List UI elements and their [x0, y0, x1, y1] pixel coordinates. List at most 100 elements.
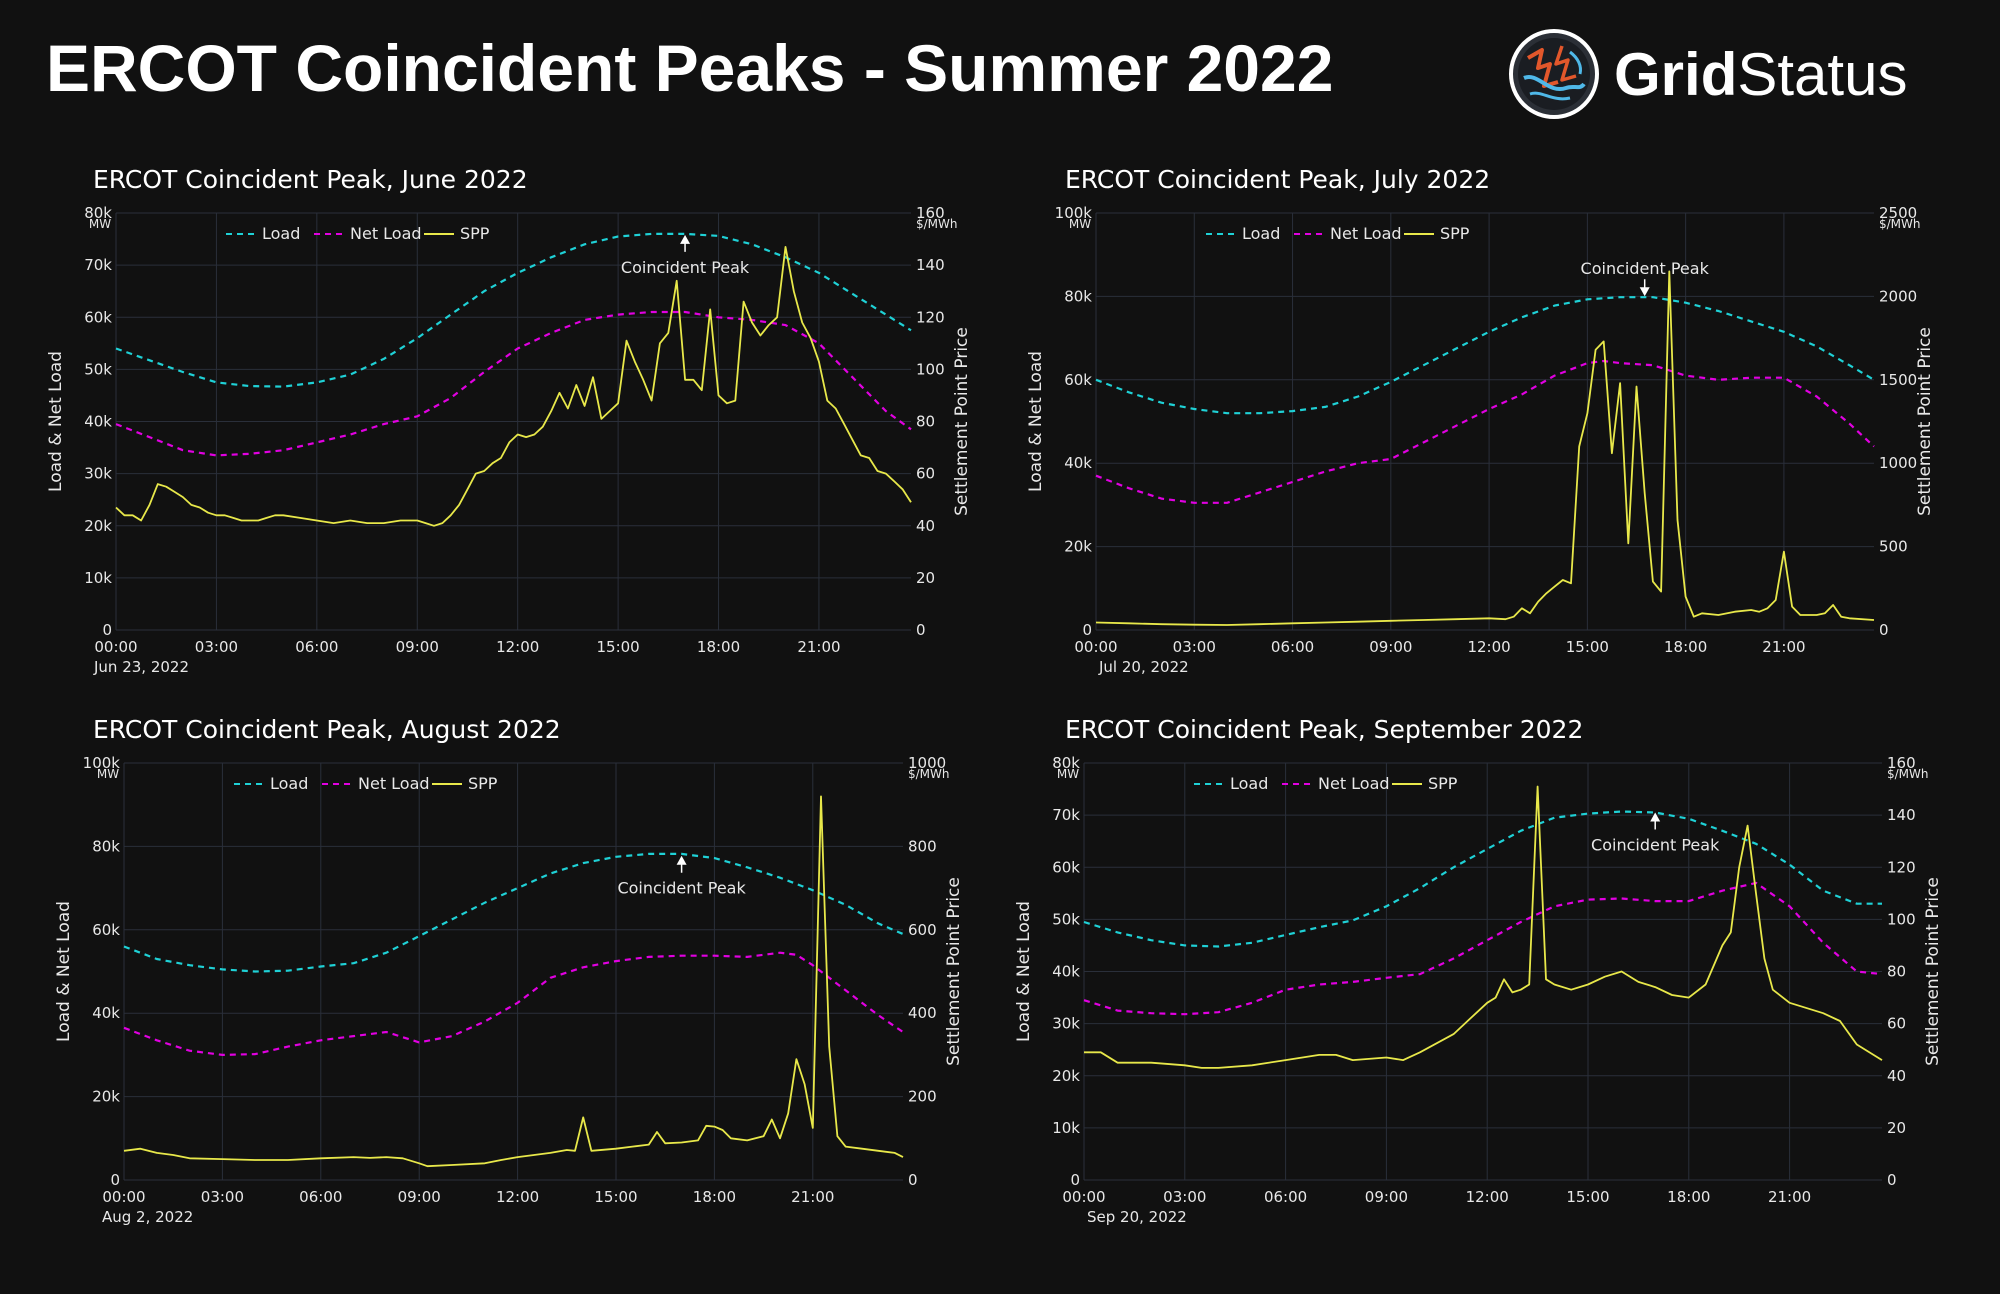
right-tick-label: 800: [908, 837, 937, 855]
legend-label: Net Load: [350, 224, 422, 243]
x-tick-label: 18:00: [697, 638, 740, 656]
net-load-series-line: [1095, 359, 1875, 504]
chart-title: ERCOT Coincident Peak, June 2022: [93, 165, 528, 194]
chart-panel-july: ERCOT Coincident Peak, July 2022 00:00 03…: [973, 160, 1973, 710]
right-tick-label: 600: [908, 921, 937, 939]
spp-series-line: [1095, 270, 1875, 626]
left-tick-label: 10k: [1052, 1119, 1080, 1137]
legend-label: Load: [1242, 224, 1280, 243]
legend-label: Net Load: [1330, 224, 1402, 243]
legend-label: SPP: [460, 224, 490, 243]
left-tick-label: 60k: [1052, 858, 1080, 876]
x-tick-label: 06:00: [1271, 638, 1314, 656]
annotation-arrow-head: [1639, 287, 1650, 297]
chart-september: 00:00 03:00 06:00 09:00 12:00 15:00 18:00 21:00…: [1014, 754, 1943, 1226]
left-tick-label: 60k: [1064, 371, 1092, 389]
x-tick-label: 00:00: [1062, 1188, 1105, 1206]
x-tick-label: 12:00: [1466, 1188, 1509, 1206]
load-series-line: [123, 852, 904, 973]
annotation-arrow-head: [680, 234, 691, 244]
left-tick-label: 100k: [83, 754, 121, 772]
annotation-arrow-head: [1650, 812, 1661, 822]
left-axis-title: Load & Net Load: [1014, 901, 1034, 1042]
right-tick-label: 1000: [1879, 454, 1917, 472]
right-axis-unit: $/MWh: [908, 767, 950, 781]
load-series-line: [115, 232, 912, 388]
right-tick-label: 140: [916, 256, 945, 274]
x-tick-label: 00:00: [102, 1188, 145, 1206]
left-tick-label: 40k: [1052, 963, 1080, 981]
x-tick-label: 21:00: [797, 638, 840, 656]
right-axis-unit: $/MWh: [1887, 767, 1929, 781]
chart-june: 00:00 03:00 06:00 09:00 12:00 15:00 18:00 21:00…: [46, 204, 972, 676]
chart-title: ERCOT Coincident Peak, July 2022: [1065, 165, 1491, 194]
right-tick-label: 0: [1879, 621, 1889, 639]
chart-panel-august: ERCOT Coincident Peak, August 2022 00:00…: [0, 710, 1000, 1260]
chart-panel-september: ERCOT Coincident Peak, September 2022 00…: [973, 710, 1973, 1260]
x-tick-label: 18:00: [1667, 1188, 1710, 1206]
left-tick-label: 20k: [92, 1088, 120, 1106]
annotation-label: Coincident Peak: [1581, 259, 1710, 278]
x-tick-label: 15:00: [1566, 638, 1609, 656]
left-tick-label: 40k: [92, 1004, 120, 1022]
x-date-label: Jun 23, 2022: [93, 658, 189, 676]
x-tick-label: 09:00: [398, 1188, 441, 1206]
right-axis-title: Settlement Point Price: [1915, 327, 1935, 516]
left-tick-label: 60k: [84, 308, 112, 326]
left-tick-label: 20k: [1052, 1067, 1080, 1085]
right-tick-label: 100: [916, 360, 945, 378]
right-tick-label: 40: [1887, 1067, 1906, 1085]
left-tick-label: 10k: [84, 569, 112, 587]
net-load-series-line: [1083, 881, 1883, 1016]
spp-series-line: [115, 246, 912, 527]
x-tick-label: 12:00: [496, 1188, 539, 1206]
chart-july: 00:00 03:00 06:00 09:00 12:00 15:00 18:00 21:00…: [1026, 204, 1935, 676]
legend-label: Load: [270, 774, 308, 793]
x-tick-label: 15:00: [1566, 1188, 1609, 1206]
x-tick-label: 21:00: [1762, 638, 1805, 656]
brand-primary: Grid: [1614, 40, 1738, 108]
left-tick-label: 50k: [1052, 910, 1080, 928]
x-tick-label: 00:00: [94, 638, 137, 656]
chart-title: ERCOT Coincident Peak, August 2022: [93, 715, 561, 744]
spp-series-line: [1084, 785, 1883, 1069]
x-tick-label: 06:00: [1264, 1188, 1307, 1206]
right-tick-label: 20: [1887, 1119, 1906, 1137]
left-tick-label: 60k: [92, 921, 120, 939]
left-axis-unit: MW: [1057, 767, 1079, 781]
left-tick-label: 70k: [84, 256, 112, 274]
x-tick-label: 03:00: [201, 1188, 244, 1206]
page-title: ERCOT Coincident Peaks - Summer 2022: [46, 31, 1334, 105]
left-tick-label: 70k: [1052, 806, 1080, 824]
x-tick-label: 21:00: [791, 1188, 834, 1206]
right-tick-label: 1500: [1879, 371, 1917, 389]
right-axis-title: Settlement Point Price: [944, 877, 964, 1066]
annotation-label: Coincident Peak: [621, 258, 750, 277]
left-tick-label: 80k: [1052, 754, 1080, 772]
right-tick-label: 120: [916, 308, 945, 326]
legend-label: SPP: [1428, 774, 1458, 793]
right-tick-label: 160: [916, 204, 945, 222]
x-date-label: Sep 20, 2022: [1087, 1208, 1187, 1226]
right-axis-unit: $/MWh: [916, 217, 958, 231]
left-tick-label: 20k: [1064, 538, 1092, 556]
left-axis-title: Load & Net Load: [1026, 351, 1046, 492]
net-load-series-line: [115, 310, 912, 457]
left-tick-label: 0: [1070, 1171, 1080, 1189]
x-tick-label: 09:00: [1369, 638, 1412, 656]
right-tick-label: 500: [1879, 538, 1908, 556]
left-tick-label: 80k: [84, 204, 112, 222]
left-tick-label: 40k: [1064, 454, 1092, 472]
right-tick-label: 2500: [1879, 204, 1917, 222]
brand-name: GridStatus: [1614, 40, 1907, 109]
x-date-label: Aug 2, 2022: [102, 1208, 193, 1226]
x-tick-label: 06:00: [299, 1188, 342, 1206]
spp-series-line: [123, 795, 904, 1168]
x-tick-label: 03:00: [1163, 1188, 1206, 1206]
left-tick-label: 100k: [1055, 204, 1093, 222]
x-tick-label: 21:00: [1768, 1188, 1811, 1206]
left-axis-title: Load & Net Load: [54, 901, 74, 1042]
left-tick-label: 0: [102, 621, 112, 639]
x-tick-label: 15:00: [596, 638, 639, 656]
x-tick-label: 15:00: [594, 1188, 637, 1206]
